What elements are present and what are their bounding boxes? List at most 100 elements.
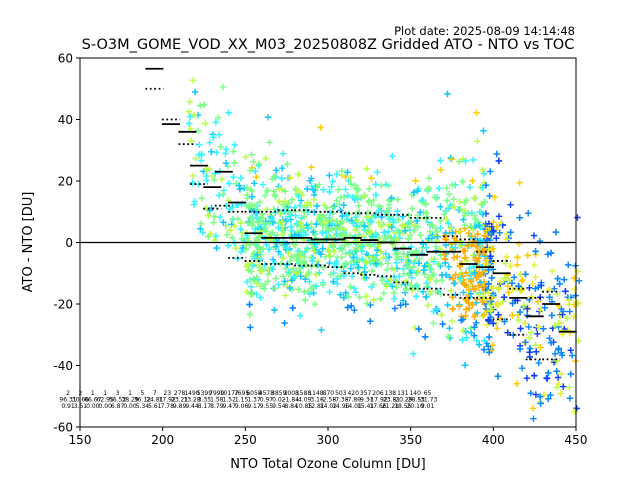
scatter-point — [421, 262, 428, 270]
scatter-point — [473, 319, 480, 327]
scatter-point — [434, 233, 441, 240]
scatter-point — [389, 216, 396, 223]
y-tick-label: 60 — [58, 52, 73, 66]
scatter-point — [481, 249, 488, 256]
scatter-point — [295, 193, 302, 200]
scatter-point — [247, 186, 255, 193]
scatter-point — [335, 186, 342, 193]
scatter-point — [223, 146, 230, 153]
scatter-point — [485, 280, 492, 288]
scatter-point — [400, 244, 407, 251]
scatter-point — [251, 240, 259, 247]
scatter-point — [402, 227, 409, 234]
scatter-point — [372, 191, 380, 199]
scatter-point — [238, 229, 246, 237]
scatter-point — [214, 114, 222, 121]
bin-stat-l3: 18.55 — [394, 403, 411, 410]
scatter-point — [412, 293, 420, 300]
scatter-point — [231, 141, 238, 149]
scatter-point — [380, 290, 388, 297]
scatter-point — [306, 290, 313, 298]
scatter-point — [366, 229, 374, 236]
scatter-point — [256, 199, 263, 206]
scatter-point — [558, 327, 565, 334]
scatter-point — [243, 184, 251, 191]
scatter-point — [197, 225, 204, 232]
scatter-point — [288, 196, 296, 203]
scatter-point — [500, 294, 508, 301]
scatter-point — [493, 150, 500, 158]
scatter-point — [254, 251, 261, 258]
scatter-point — [375, 219, 383, 226]
scatter-point — [264, 271, 272, 278]
scatter-point — [487, 168, 494, 175]
scatter-point — [303, 185, 311, 193]
scatter-point — [462, 312, 469, 319]
bin-stat-l1: 357 — [360, 390, 372, 397]
y-tick-label: 0 — [65, 236, 73, 250]
scatter-point — [367, 301, 374, 309]
scatter-point — [574, 214, 581, 221]
bin-stat-l2: 17.92 — [159, 397, 176, 404]
scatter-point — [391, 305, 399, 312]
scatter-point — [250, 158, 257, 165]
scatter-point — [368, 201, 375, 209]
scatter-point — [515, 240, 523, 248]
scatter-point — [275, 224, 282, 231]
scatter-point — [257, 294, 264, 301]
scatter-point — [270, 188, 277, 195]
scatter-point — [414, 223, 421, 231]
scatter-point — [514, 261, 521, 268]
scatter-point — [212, 232, 220, 240]
scatter-point — [189, 179, 196, 186]
bin-stats: 296.310.91230.663.51166.670.00162.950.00… — [59, 390, 437, 410]
scatter-point — [365, 252, 372, 259]
scatter-point — [307, 201, 315, 208]
scatter-point — [305, 270, 312, 278]
scatter-point — [488, 274, 495, 282]
scatter-point — [524, 252, 531, 259]
scatter-point — [464, 242, 471, 250]
scatter-point — [288, 227, 295, 234]
scatter-point — [347, 180, 355, 188]
chart-title: S-O3M_GOME_VOD_XX_M03_20250808Z Gridded … — [82, 37, 575, 53]
scatter-point — [496, 314, 504, 322]
scatter-point — [218, 176, 225, 183]
scatter-point — [347, 265, 354, 272]
scatter-point — [457, 317, 465, 324]
bin-stat-l1: 6058 — [246, 390, 261, 397]
scatter-point — [518, 277, 526, 285]
scatter-point — [228, 203, 236, 211]
scatter-point — [530, 232, 538, 239]
scatter-point — [320, 264, 327, 271]
scatter-point — [460, 216, 467, 223]
scatter-point — [481, 198, 489, 206]
scatter-point — [269, 265, 276, 273]
scatter-point — [303, 221, 310, 229]
scatter-point — [490, 219, 497, 226]
bin-stat-l1: 5 — [140, 390, 144, 397]
scatter-point — [319, 281, 327, 288]
bin-stat-l2: 38.29 — [121, 397, 138, 404]
scatter-point — [437, 157, 444, 164]
bin-stat-l3: 9.55 — [260, 403, 274, 410]
scatter-point — [545, 369, 552, 377]
scatter-point — [566, 384, 573, 391]
scatter-point — [195, 151, 203, 158]
bin-stat-l2: 96.31 — [59, 397, 76, 404]
scatter-point — [222, 222, 230, 229]
scatter-point — [463, 257, 471, 265]
scatter-point — [448, 318, 456, 325]
bin-stat-l2: 66.67 — [84, 397, 101, 404]
scatter-point — [461, 361, 469, 369]
scatter-point — [567, 347, 574, 354]
scatter-point — [301, 288, 308, 295]
scatter-point — [507, 229, 514, 236]
scatter-point — [486, 295, 493, 303]
scatter-point — [251, 202, 258, 210]
scatter-point — [225, 109, 232, 116]
scatter-point — [262, 224, 269, 231]
scatter-point — [326, 172, 333, 179]
bin-stat-l2: 36.12 — [134, 397, 151, 404]
scatter-point — [412, 270, 420, 277]
